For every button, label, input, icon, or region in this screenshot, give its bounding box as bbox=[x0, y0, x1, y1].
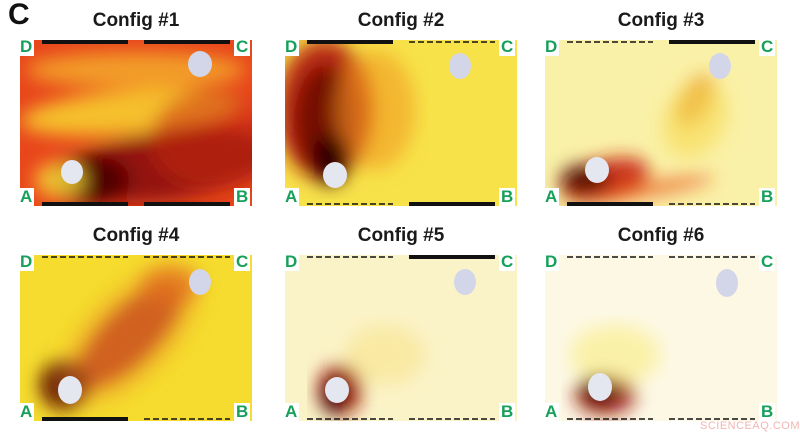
corner-label-b: B bbox=[499, 187, 516, 206]
corner-label-d: D bbox=[18, 252, 35, 271]
heatmap-panel bbox=[20, 40, 252, 206]
heat-region bbox=[570, 325, 660, 385]
config-title: Config #3 bbox=[617, 10, 705, 31]
corner-label-b: B bbox=[759, 402, 776, 421]
source-circle bbox=[588, 373, 612, 401]
config-title: Config #5 bbox=[357, 225, 445, 246]
corner-label-c: C bbox=[234, 252, 251, 271]
corner-label-a: A bbox=[18, 187, 35, 206]
corner-label-a: A bbox=[543, 187, 560, 206]
config-title: Config #2 bbox=[357, 10, 445, 31]
target-circle bbox=[188, 51, 212, 77]
corner-label-d: D bbox=[543, 252, 560, 271]
corner-label-a: A bbox=[18, 402, 35, 421]
heat-region bbox=[58, 263, 202, 407]
source-circle bbox=[323, 162, 347, 188]
corner-label-d: D bbox=[283, 37, 300, 56]
corner-label-a: A bbox=[283, 187, 300, 206]
heatmap-panel bbox=[285, 40, 517, 206]
corner-label-b: B bbox=[499, 402, 516, 421]
target-circle bbox=[189, 269, 211, 295]
source-circle bbox=[585, 157, 609, 183]
corner-label-c: C bbox=[499, 37, 516, 56]
heat-region bbox=[26, 52, 246, 88]
target-circle bbox=[716, 269, 738, 297]
heatmap-panel bbox=[545, 255, 777, 421]
watermark: SCIENCEAQ.COM bbox=[700, 420, 800, 432]
source-circle bbox=[58, 376, 82, 404]
source-circle bbox=[325, 377, 349, 403]
heat-region bbox=[576, 175, 714, 205]
heat-region bbox=[335, 50, 415, 170]
heatmap-panel bbox=[20, 255, 252, 421]
source-circle bbox=[61, 160, 83, 184]
corner-label-c: C bbox=[759, 252, 776, 271]
corner-label-d: D bbox=[543, 37, 560, 56]
corner-label-a: A bbox=[543, 402, 560, 421]
heat-region bbox=[150, 90, 252, 190]
target-circle bbox=[454, 269, 476, 295]
panel-letter: C bbox=[8, 0, 30, 31]
heatmap-panel bbox=[545, 40, 777, 206]
heat-region bbox=[345, 325, 425, 385]
heatmap-panel bbox=[285, 255, 517, 421]
target-circle bbox=[449, 53, 471, 79]
corner-label-c: C bbox=[234, 37, 251, 56]
config-title: Config #6 bbox=[617, 225, 705, 246]
corner-label-d: D bbox=[18, 37, 35, 56]
corner-label-b: B bbox=[234, 402, 251, 421]
corner-label-c: C bbox=[499, 252, 516, 271]
corner-label-b: B bbox=[234, 187, 251, 206]
config-title: Config #4 bbox=[92, 225, 180, 246]
target-circle bbox=[709, 53, 731, 79]
corner-label-c: C bbox=[759, 37, 776, 56]
config-title: Config #1 bbox=[92, 10, 180, 31]
corner-label-a: A bbox=[283, 402, 300, 421]
corner-label-d: D bbox=[283, 252, 300, 271]
corner-label-b: B bbox=[759, 187, 776, 206]
heat-region bbox=[662, 82, 728, 158]
